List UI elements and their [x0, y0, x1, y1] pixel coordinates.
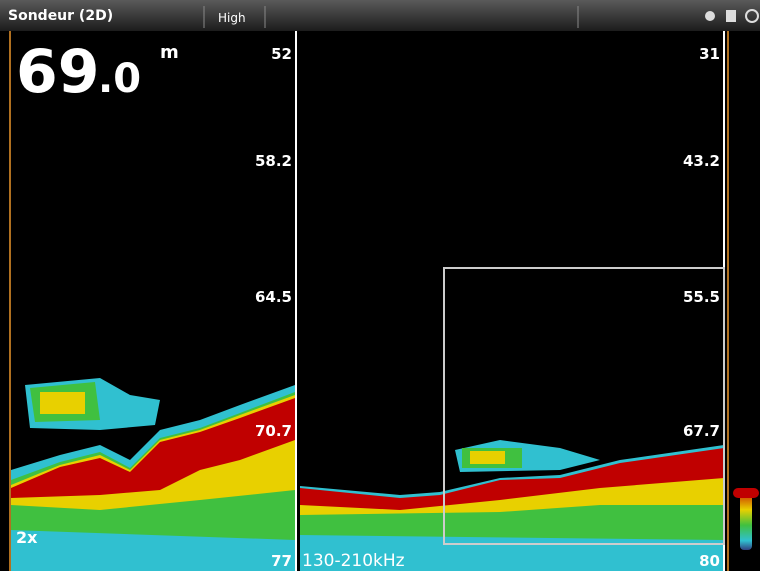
- depth-value: 69: [16, 37, 100, 107]
- frequency-label: 130-210kHz: [302, 551, 405, 571]
- depth-scale-label: 52: [271, 45, 292, 63]
- view-title: Sondeur (2D): [8, 8, 113, 24]
- depth-scale-label: 70.7: [255, 422, 292, 440]
- depth-scale-label: 77: [271, 552, 292, 570]
- depth-scale-label: 31: [699, 45, 720, 63]
- depth-scale-label: 58.2: [255, 152, 292, 170]
- mode-label: High: [218, 11, 246, 25]
- right-echo: [300, 440, 724, 571]
- depth-scale-label: 43.2: [683, 152, 720, 170]
- depth-scale-label: 64.5: [255, 288, 292, 306]
- color-scale-cap: [733, 488, 759, 498]
- zoom-level: 2x: [16, 528, 38, 547]
- depth-unit: m: [160, 42, 179, 63]
- zoom-box: [443, 267, 725, 545]
- title-bar: [0, 0, 760, 31]
- depth-scale-label: 80: [699, 552, 720, 570]
- left-echo: [11, 378, 295, 571]
- status-icons: [705, 9, 759, 23]
- depth-decimal: .0: [98, 56, 141, 102]
- color-scale: [740, 488, 752, 550]
- depth-scale-label: 67.7: [683, 422, 720, 440]
- depth-scale-label: 55.5: [683, 288, 720, 306]
